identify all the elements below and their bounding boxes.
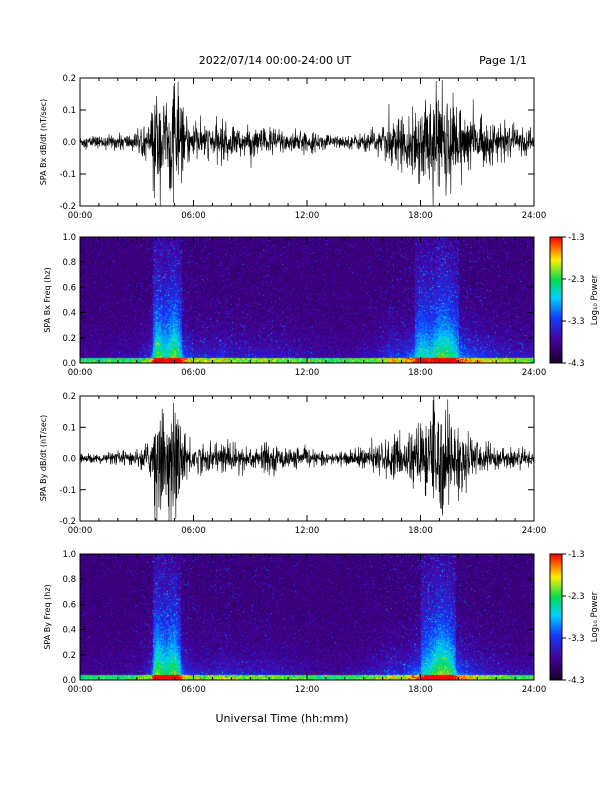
panel-bx-spectrogram: 1.0 0.8 0.6 0.4 0.2 0.0 00:00 06:00 12:00 18:00 2…	[43, 233, 600, 378]
x-axis-title: Universal Time (hh:mm)	[216, 712, 349, 725]
x-tick-label: 24:00	[522, 685, 547, 695]
x-tick-label: 12:00	[295, 685, 320, 695]
x-tick-label: 06:00	[181, 526, 206, 536]
y-tick-label: 0.0	[62, 676, 76, 686]
colorbar-label: Log₁₀ Power	[590, 274, 600, 325]
y-tick-label: 0.0	[62, 455, 76, 465]
y-tick-label: 0.2	[62, 334, 76, 344]
colorbar	[550, 237, 562, 363]
colorbar-tick-label: -3.3	[568, 317, 585, 327]
colorbar-tick-label: -4.3	[568, 676, 585, 686]
y-axis-label: SPA By Freq (hz)	[43, 584, 52, 649]
colorbar-tick-label: -3.3	[568, 634, 585, 644]
header-date-range: 2022/07/14 00:00-24:00 UT	[199, 54, 352, 67]
y-axis-ticks: 1.0 0.8 0.6 0.4 0.2 0.0	[62, 233, 534, 369]
y-tick-label: -0.2	[59, 517, 76, 527]
x-axis-ticks: 00:00 06:00 12:00 18:00 24:00	[68, 237, 547, 378]
colorbar-tick-label: -4.3	[568, 359, 585, 369]
colorbar-tick-label: -1.3	[568, 233, 585, 243]
y-tick-label: 0.6	[62, 600, 76, 610]
x-tick-label: 06:00	[181, 211, 206, 221]
panel-by-spectrogram: 1.0 0.8 0.6 0.4 0.2 0.0 00:00 06:00 12:00 18:00 2…	[43, 550, 600, 695]
x-axis-ticks: 00:00 06:00 12:00 18:00 24:00	[68, 396, 547, 536]
y-tick-label: -0.1	[59, 486, 76, 496]
x-tick-label: 24:00	[522, 211, 547, 221]
y-axis-label: SPA Bx dB/dt (nT/sec)	[39, 99, 48, 186]
x-tick-label: 18:00	[408, 211, 433, 221]
bx-trace	[79, 79, 535, 207]
y-axis-label: SPA By dB/dt (nT/sec)	[39, 415, 48, 502]
colorbar-tick-label: -2.3	[568, 592, 585, 602]
colorbar	[550, 554, 562, 680]
x-axis-ticks: 00:00 06:00 12:00 18:00 24:00	[68, 78, 547, 221]
x-tick-label: 18:00	[408, 526, 433, 536]
y-tick-label: 0.1	[62, 423, 76, 433]
y-tick-label: 0.8	[62, 575, 76, 585]
x-tick-label: 00:00	[68, 211, 93, 221]
colorbar-frame	[549, 236, 563, 364]
x-tick-label: 00:00	[68, 368, 93, 378]
colorbar-label: Log₁₀ Power	[590, 591, 600, 642]
header-page-number: Page 1/1	[479, 54, 527, 67]
colorbar-tick-label: -2.3	[568, 275, 585, 285]
y-tick-label: 0.6	[62, 283, 76, 293]
y-tick-label: -0.1	[59, 170, 76, 180]
y-tick-label: 0.2	[62, 74, 76, 84]
y-tick-label: 1.0	[62, 550, 76, 560]
y-tick-label: 0.2	[62, 392, 76, 402]
x-tick-label: 00:00	[68, 526, 93, 536]
colorbar-tick-label: -1.3	[568, 550, 585, 560]
x-axis-ticks: 00:00 06:00 12:00 18:00 24:00	[68, 554, 547, 695]
y-tick-label: 1.0	[62, 233, 76, 243]
colorbar-ticks: -1.3 -2.3 -3.3 -4.3	[562, 550, 585, 686]
by-spectrogram-image	[80, 554, 534, 680]
x-tick-label: 12:00	[295, 211, 320, 221]
x-tick-label: 24:00	[522, 526, 547, 536]
colorbar-frame	[549, 553, 563, 681]
y-axis-label: SPA Bx Freq (hz)	[43, 267, 52, 332]
y-tick-label: 0.0	[62, 359, 76, 369]
y-tick-label: -0.2	[59, 202, 76, 212]
x-tick-label: 24:00	[522, 368, 547, 378]
y-tick-label: 0.2	[62, 651, 76, 661]
panel-bx-timeseries: 0.2 0.1 0.0 -0.1 -0.2 00:00 06:00 12:00 18:00 24…	[39, 74, 546, 221]
y-tick-label: 0.0	[62, 138, 76, 148]
by-trace	[79, 396, 535, 522]
panel-by-timeseries: 0.2 0.1 0.0 -0.1 -0.2 00:00 06:00 12:00 18:00 24…	[39, 392, 546, 536]
x-tick-label: 06:00	[181, 685, 206, 695]
x-tick-label: 00:00	[68, 685, 93, 695]
y-tick-label: 0.1	[62, 106, 76, 116]
bx-spectrogram-image	[80, 237, 534, 363]
x-tick-label: 06:00	[181, 368, 206, 378]
y-axis-ticks: 1.0 0.8 0.6 0.4 0.2 0.0	[62, 550, 534, 686]
y-tick-label: 0.4	[62, 309, 76, 319]
x-tick-label: 18:00	[408, 685, 433, 695]
y-tick-label: 0.8	[62, 258, 76, 268]
x-tick-label: 12:00	[295, 368, 320, 378]
y-axis-ticks: 0.2 0.1 0.0 -0.1 -0.2	[59, 74, 534, 212]
x-tick-label: 12:00	[295, 526, 320, 536]
x-tick-label: 18:00	[408, 368, 433, 378]
y-tick-label: 0.4	[62, 626, 76, 636]
colorbar-ticks: -1.3 -2.3 -3.3 -4.3	[562, 233, 585, 369]
y-axis-ticks: 0.2 0.1 0.0 -0.1 -0.2	[59, 392, 534, 527]
